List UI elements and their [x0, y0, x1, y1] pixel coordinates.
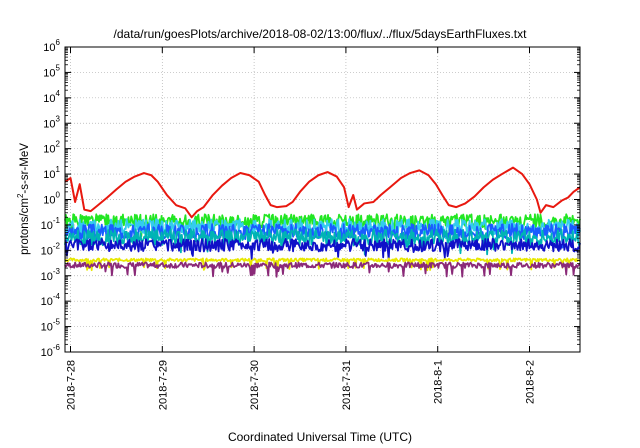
y-tick-base: 10: [43, 169, 55, 181]
y-tick-base: 10: [41, 322, 53, 334]
y-tick-label: 104: [43, 89, 60, 105]
y-tick-label: 10-2: [41, 241, 61, 257]
y-tick-label: 101: [43, 165, 60, 181]
y-axis-label-tail: -s-sr-MeV: [19, 143, 31, 194]
y-axis-label-sup: 2: [16, 193, 25, 198]
y-tick-label: 103: [43, 114, 60, 130]
y-tick-exponent: -6: [53, 343, 61, 352]
y-tick-exponent: -2: [53, 241, 61, 250]
y-tick-exponent: -5: [53, 318, 61, 327]
series-line: [64, 237, 581, 261]
y-tick-base: 10: [43, 144, 55, 156]
y-tick-exponent: -3: [53, 267, 61, 276]
y-tick-label: 10-6: [41, 343, 61, 359]
y-tick-label: 106: [43, 38, 60, 54]
x-tick-label: 2018-7-29: [157, 360, 169, 410]
x-tick-label: 2018-7-31: [341, 360, 353, 410]
y-tick-base: 10: [43, 118, 55, 130]
y-tick-base: 10: [41, 347, 53, 359]
y-axis-label: protons/cm2-s-sr-MeV: [16, 143, 31, 255]
y-tick-base: 10: [41, 271, 53, 283]
y-tick-label: 102: [43, 140, 60, 156]
x-axis: 2018-7-28 2018-7-29 2018-7-30 2018-7-31 2018…: [66, 47, 537, 410]
y-tick-base: 10: [43, 42, 55, 54]
y-tick-label: 10-4: [41, 292, 61, 308]
x-axis-label: Coordinated Universal Time (UTC): [228, 430, 412, 444]
y-tick-exponent: -1: [53, 216, 61, 225]
y-tick-exponent: 6: [56, 38, 61, 47]
y-tick-base: 10: [41, 296, 53, 308]
y-tick-exponent: -4: [53, 292, 61, 301]
y-tick-exponent: 3: [56, 114, 61, 123]
y-tick-base: 10: [43, 195, 55, 207]
x-tick-label: 2018-8-2: [525, 360, 537, 404]
series-layer: [64, 166, 581, 278]
x-tick-label: 2018-7-30: [249, 360, 261, 410]
chart-title: /data/run/goesPlots/archive/2018-08-02/1…: [114, 27, 528, 41]
x-tick-label: 2018-8-1: [433, 360, 445, 404]
y-axis: 10-610-510-410-310-210-11001011021031041…: [41, 38, 580, 359]
y-tick-base: 10: [41, 220, 53, 232]
plot-frame: [64, 46, 581, 353]
series-line: [64, 166, 581, 219]
y-tick-exponent: 2: [56, 140, 61, 149]
y-tick-base: 10: [43, 93, 55, 105]
y-tick-base: 10: [43, 67, 55, 79]
y-axis-label-main: protons/cm: [19, 198, 31, 255]
grid-lines: [65, 47, 580, 352]
series-line: [64, 261, 581, 278]
y-tick-exponent: 4: [56, 89, 61, 98]
y-tick-label: 10-1: [41, 216, 61, 232]
y-tick-label: 105: [43, 63, 60, 79]
y-tick-base: 10: [41, 245, 53, 257]
series-line: [64, 257, 581, 272]
y-tick-label: 10-3: [41, 267, 61, 283]
y-tick-exponent: 1: [56, 165, 61, 174]
y-tick-exponent: 0: [56, 191, 61, 200]
x-tick-label: 2018-7-28: [66, 360, 78, 410]
y-tick-exponent: 5: [56, 63, 61, 72]
y-tick-label: 100: [43, 191, 60, 207]
y-tick-label: 10-5: [41, 318, 61, 334]
